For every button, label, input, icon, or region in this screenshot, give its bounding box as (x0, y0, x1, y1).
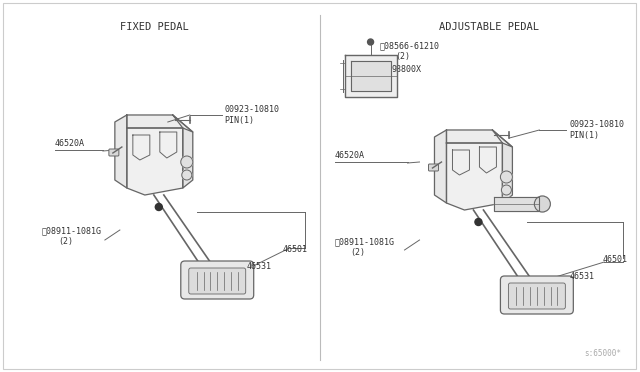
Text: ⓝ08911-1081G: ⓝ08911-1081G (335, 237, 395, 246)
Text: 46520A: 46520A (335, 151, 365, 160)
Text: (2): (2) (351, 248, 365, 257)
Text: 46501: 46501 (283, 245, 308, 254)
Text: 46520A: 46520A (55, 139, 85, 148)
Text: ADJUSTABLE PEDAL: ADJUSTABLE PEDAL (440, 22, 540, 32)
Text: (2): (2) (58, 237, 73, 246)
FancyBboxPatch shape (180, 261, 253, 299)
Polygon shape (447, 143, 502, 210)
Text: s:65000*: s:65000* (584, 349, 621, 358)
Polygon shape (495, 197, 540, 211)
Circle shape (182, 170, 192, 180)
Circle shape (367, 39, 374, 45)
FancyBboxPatch shape (189, 268, 246, 294)
Text: 46531: 46531 (570, 272, 595, 281)
Text: 46501: 46501 (602, 255, 627, 264)
FancyBboxPatch shape (109, 149, 119, 156)
FancyBboxPatch shape (429, 164, 438, 171)
Circle shape (475, 218, 482, 225)
Text: 00923-10810: 00923-10810 (225, 105, 280, 114)
Text: (2): (2) (396, 52, 410, 61)
Polygon shape (351, 61, 390, 91)
Circle shape (501, 185, 511, 195)
Text: ⒱08566-61210: ⒱08566-61210 (380, 41, 440, 50)
Text: 00923-10810: 00923-10810 (570, 120, 625, 129)
Text: 46531: 46531 (246, 262, 272, 271)
Polygon shape (115, 115, 127, 188)
Text: PIN(1): PIN(1) (225, 116, 255, 125)
FancyBboxPatch shape (500, 276, 573, 314)
Circle shape (500, 171, 513, 183)
Text: 98800X: 98800X (392, 65, 422, 74)
Text: PIN(1): PIN(1) (570, 131, 599, 140)
Circle shape (156, 203, 163, 211)
Text: FIXED PEDAL: FIXED PEDAL (120, 22, 189, 32)
Polygon shape (344, 55, 397, 97)
FancyBboxPatch shape (508, 283, 565, 309)
Text: ⓝ08911-1081G: ⓝ08911-1081G (42, 226, 102, 235)
Polygon shape (435, 130, 447, 203)
Polygon shape (447, 130, 513, 147)
Circle shape (180, 156, 193, 168)
Polygon shape (127, 128, 183, 195)
Polygon shape (127, 115, 193, 132)
Polygon shape (173, 115, 193, 188)
Circle shape (534, 196, 550, 212)
Polygon shape (492, 130, 513, 203)
